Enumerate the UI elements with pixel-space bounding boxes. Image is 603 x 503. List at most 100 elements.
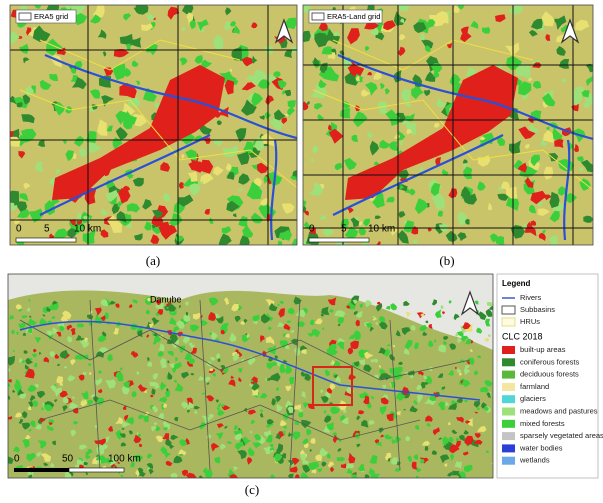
land-patch — [165, 460, 173, 466]
land-patch — [230, 20, 236, 27]
land-patch — [378, 315, 386, 323]
land-patch — [583, 215, 593, 223]
land-patch — [268, 372, 281, 382]
land-patch — [205, 395, 215, 402]
land-patch — [477, 181, 486, 191]
land-patch — [398, 141, 403, 146]
land-patch — [240, 321, 245, 325]
land-patch — [301, 419, 312, 429]
land-patch — [279, 363, 285, 374]
panel-label: (b) — [439, 253, 454, 268]
land-patch — [427, 228, 432, 232]
land-patch — [438, 437, 442, 440]
land-patch — [530, 220, 537, 226]
land-patch — [337, 341, 345, 350]
land-patch — [22, 439, 30, 448]
land-patch — [94, 307, 102, 316]
land-patch — [327, 297, 337, 306]
land-patch — [185, 472, 197, 478]
land-patch — [361, 89, 371, 97]
land-patch — [424, 381, 429, 385]
land-patch — [448, 300, 452, 304]
land-patch — [14, 386, 20, 390]
land-patch — [399, 34, 406, 41]
land-patch — [528, 204, 536, 214]
land-patch — [251, 164, 258, 171]
land-patch — [465, 420, 471, 424]
land-patch — [297, 321, 305, 327]
land-patch — [165, 390, 171, 398]
land-patch — [447, 43, 452, 49]
land-patch — [440, 305, 444, 310]
land-patch — [287, 107, 295, 117]
land-patch — [294, 404, 302, 411]
land-patch — [565, 192, 578, 204]
land-patch — [358, 227, 367, 236]
land-patch — [108, 426, 114, 432]
land-patch — [153, 422, 158, 426]
land-patch — [34, 384, 39, 388]
land-patch — [136, 371, 140, 375]
land-patch — [238, 173, 250, 185]
land-patch — [98, 388, 103, 394]
land-patch — [287, 100, 296, 109]
land-patch — [220, 443, 227, 450]
land-patch — [284, 89, 291, 97]
land-patch — [241, 334, 248, 340]
land-patch — [198, 159, 214, 174]
north-arrow — [274, 18, 294, 44]
land-patch — [46, 425, 50, 431]
land-patch — [186, 180, 192, 186]
land-patch — [65, 150, 74, 162]
scale-label: 0 — [14, 454, 20, 465]
land-patch — [231, 303, 239, 312]
land-patch — [238, 187, 243, 192]
land-patch — [224, 297, 230, 305]
land-patch — [265, 434, 273, 443]
land-patch — [152, 209, 164, 219]
land-patch — [79, 147, 88, 158]
land-patch — [397, 230, 409, 244]
land-patch — [377, 301, 381, 306]
land-patch — [319, 214, 327, 220]
land-patch — [208, 297, 219, 306]
land-patch — [576, 156, 584, 163]
land-patch — [28, 208, 44, 223]
land-patch — [250, 380, 254, 383]
hru-swatch — [501, 317, 516, 327]
land-patch — [542, 229, 546, 234]
land-patch — [146, 334, 150, 338]
land-patch — [188, 342, 193, 347]
land-patch — [62, 396, 69, 404]
land-patch — [46, 38, 63, 56]
subbasin-swatch — [501, 305, 516, 315]
land-patch — [561, 78, 567, 83]
land-patch — [473, 370, 479, 376]
land-patch — [99, 438, 106, 446]
land-patch — [178, 194, 194, 207]
land-patch — [283, 359, 288, 363]
legend-swatch — [502, 358, 515, 367]
land-patch — [100, 208, 108, 216]
land-patch — [303, 101, 309, 111]
land-patch — [301, 307, 308, 314]
land-patch — [530, 18, 543, 30]
land-patch — [237, 367, 243, 373]
land-patch — [198, 375, 205, 381]
land-patch — [18, 357, 23, 363]
land-patch — [361, 419, 369, 428]
land-patch — [146, 297, 152, 302]
land-patch — [433, 122, 440, 128]
land-patch — [250, 376, 258, 385]
land-patch — [8, 355, 15, 366]
land-patch — [328, 124, 332, 131]
land-patch — [94, 377, 103, 386]
land-patch — [209, 368, 214, 372]
land-patch — [124, 414, 129, 422]
land-patch — [397, 46, 406, 57]
land-patch — [260, 409, 263, 413]
land-patch — [581, 90, 590, 98]
land-patch — [464, 464, 473, 473]
land-patch — [246, 181, 263, 200]
land-patch — [162, 433, 170, 441]
